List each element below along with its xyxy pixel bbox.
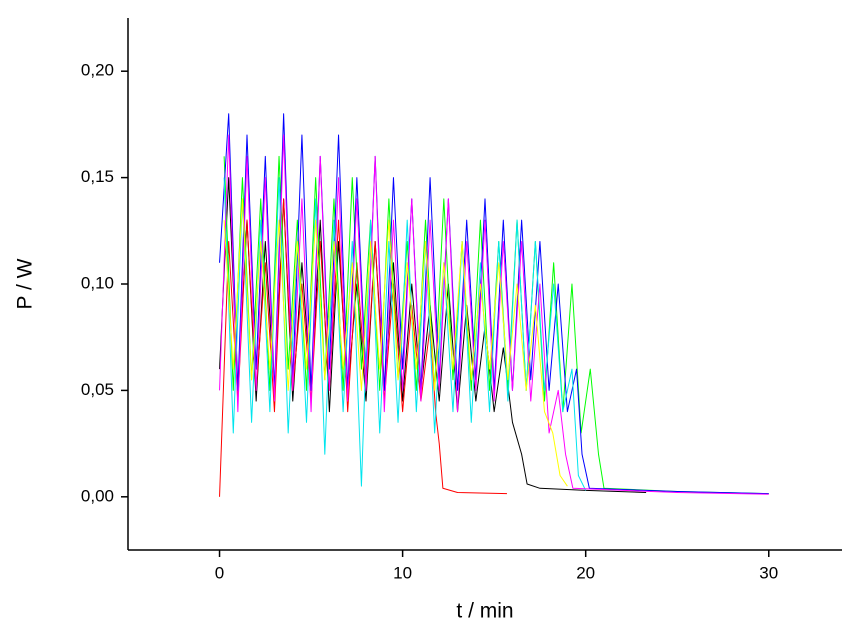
y-tick-label: 0,05 xyxy=(81,380,114,399)
data-line xyxy=(223,177,587,491)
data-line xyxy=(223,198,568,487)
data-line xyxy=(219,198,507,497)
x-tick-label: 30 xyxy=(759,563,778,582)
x-tick-label: 10 xyxy=(393,563,412,582)
y-axis-title: P / W xyxy=(14,258,37,309)
data-line xyxy=(219,134,769,495)
data-line xyxy=(219,177,647,494)
y-tick-label: 0,10 xyxy=(81,273,114,292)
x-tick-label: 0 xyxy=(215,563,224,582)
y-tick-label: 0,00 xyxy=(81,486,114,505)
x-axis-title: t / min xyxy=(456,600,513,623)
x-tick-label: 20 xyxy=(576,563,595,582)
data-line xyxy=(223,155,769,495)
y-tick-label: 0,15 xyxy=(81,167,114,186)
y-tick-label: 0,20 xyxy=(81,61,114,80)
